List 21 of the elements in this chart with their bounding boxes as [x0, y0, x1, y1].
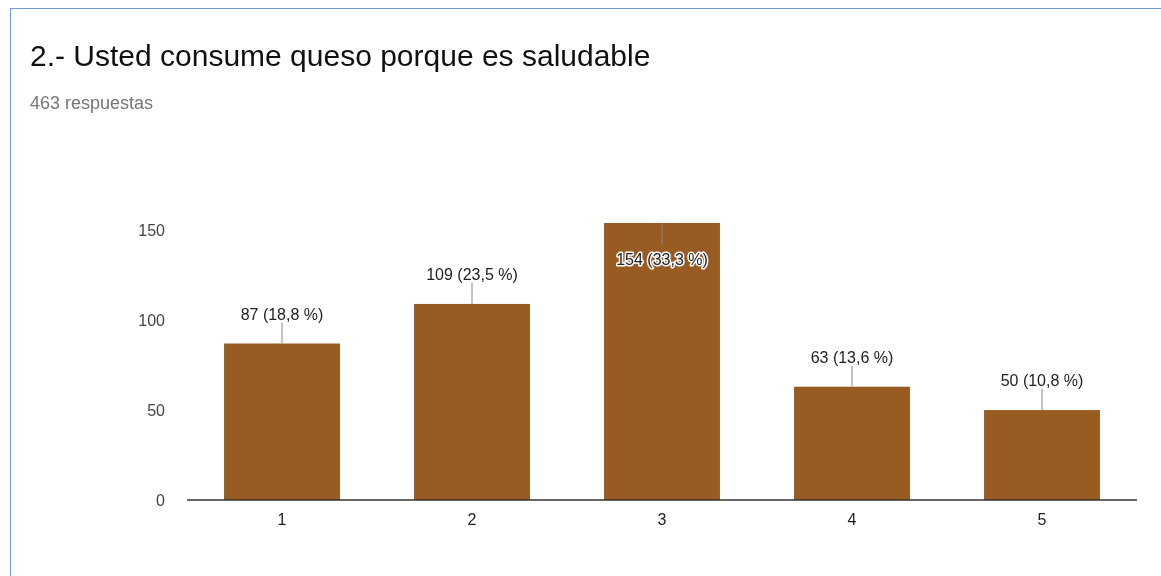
x-tick-label: 1 — [277, 511, 287, 529]
bar — [984, 410, 1100, 500]
y-tick-label: 50 — [147, 401, 166, 419]
bar — [794, 386, 910, 500]
chart-title: 2.- Usted consume queso porque es saludable — [30, 39, 651, 72]
y-tick-label: 150 — [138, 221, 166, 239]
x-tick-label: 3 — [657, 511, 667, 529]
bar — [414, 303, 530, 500]
data-label: 63 (13,6 %) — [810, 348, 894, 366]
y-tick-label: 100 — [138, 311, 166, 329]
data-label: 50 (10,8 %) — [1000, 372, 1084, 390]
x-tick-label: 5 — [1037, 511, 1047, 529]
data-label: 109 (23,5 %) — [426, 265, 518, 283]
y-tick-label: 0 — [156, 491, 166, 509]
data-label: 87 (18,8 %) — [240, 305, 324, 323]
x-tick-label: 4 — [847, 511, 857, 529]
data-label: 154 (33,3 %) — [616, 251, 708, 268]
chart-subtitle: 463 respuestas — [30, 93, 154, 113]
bar — [604, 223, 720, 500]
bar — [224, 343, 340, 500]
x-tick-label: 2 — [467, 511, 477, 529]
